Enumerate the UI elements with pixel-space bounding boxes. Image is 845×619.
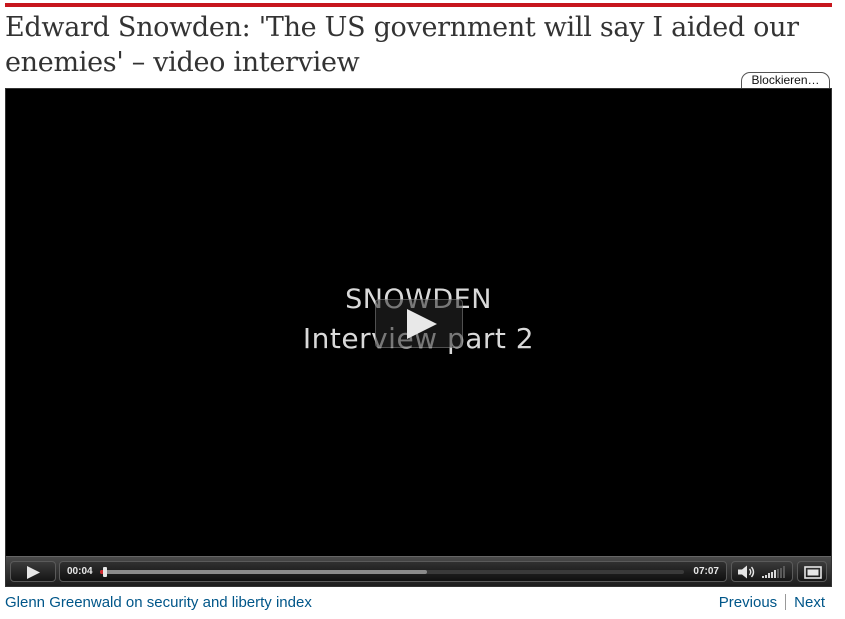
fullscreen-icon xyxy=(804,566,822,579)
played-fill xyxy=(100,570,106,574)
volume-bar xyxy=(771,571,773,578)
play-icon xyxy=(27,566,40,579)
timeline: 00:04 07:07 xyxy=(59,561,727,582)
play-button[interactable] xyxy=(10,561,56,582)
volume-bar xyxy=(774,570,776,578)
seek-handle[interactable] xyxy=(103,567,108,577)
volume-control[interactable] xyxy=(731,561,793,582)
volume-bar xyxy=(783,566,785,578)
volume-bar xyxy=(768,573,770,578)
top-accent-rule xyxy=(5,3,832,7)
volume-bar xyxy=(777,569,779,578)
big-play-button[interactable] xyxy=(375,299,463,348)
series-index-link[interactable]: Glenn Greenwald on security and liberty … xyxy=(5,594,312,611)
volume-slider[interactable] xyxy=(762,566,788,578)
play-icon xyxy=(407,309,437,339)
speaker-icon[interactable] xyxy=(737,565,757,579)
nav-divider xyxy=(785,594,787,610)
volume-bar xyxy=(762,576,764,578)
next-link[interactable]: Next xyxy=(794,594,825,611)
fullscreen-button[interactable] xyxy=(797,561,827,582)
volume-bar xyxy=(765,574,767,578)
duration: 07:07 xyxy=(693,566,719,577)
pagination-nav: Previous Next xyxy=(719,594,825,611)
video-player[interactable]: SNOWDEN Interview part 2 00:04 07:07 xyxy=(5,88,832,587)
buffered-fill xyxy=(100,570,428,574)
plugin-block-button[interactable]: Blockieren… xyxy=(741,72,830,89)
video-control-bar: 00:04 07:07 xyxy=(6,556,831,586)
volume-bar xyxy=(780,567,782,578)
seek-bar[interactable] xyxy=(100,567,684,577)
article-headline: Edward Snowden: 'The US government will … xyxy=(5,12,799,78)
previous-link[interactable]: Previous xyxy=(718,594,778,611)
current-time: 00:04 xyxy=(67,566,93,577)
